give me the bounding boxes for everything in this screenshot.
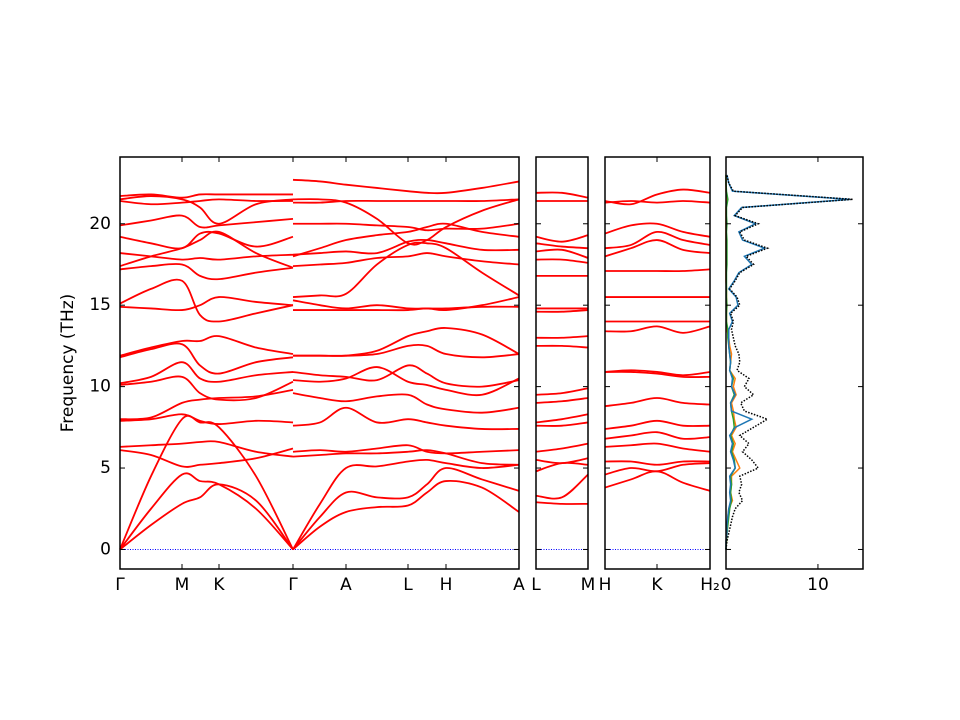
band: [604, 200, 711, 204]
panel-frame: [535, 156, 589, 570]
band: [119, 467, 520, 551]
band: [604, 370, 711, 378]
panel-frame: [119, 156, 520, 570]
band: [535, 387, 589, 396]
band: [535, 344, 589, 349]
dos-curve: [725, 174, 741, 550]
band: [119, 342, 520, 375]
band: [119, 414, 520, 550]
band: [119, 406, 520, 431]
band: [535, 473, 589, 500]
dos-curve: [725, 174, 853, 550]
band: [535, 335, 589, 339]
band: [604, 369, 711, 377]
x-tick-label: L: [531, 575, 541, 595]
band: [604, 268, 711, 273]
band: [604, 239, 711, 258]
band: [535, 258, 589, 264]
band: [604, 397, 711, 408]
band: [535, 421, 589, 427]
x-tick-label: K: [651, 575, 663, 595]
band: [119, 278, 520, 323]
x-tick-label: Γ: [288, 575, 298, 595]
dos-curve: [725, 174, 851, 550]
band: [119, 327, 520, 357]
x-tick-label: 0: [721, 575, 732, 595]
band: [604, 470, 711, 492]
x-tick-label: Γ: [115, 575, 125, 595]
band: [535, 461, 589, 473]
band: [604, 188, 711, 206]
band: [119, 241, 520, 298]
band: [535, 501, 589, 505]
band: [604, 222, 711, 238]
band: [119, 198, 520, 206]
x-tick-label: A: [340, 575, 352, 595]
band: [119, 479, 520, 551]
band: [535, 234, 589, 243]
band: [535, 457, 589, 465]
band: [604, 462, 711, 476]
band: [119, 238, 520, 261]
band: [604, 419, 711, 430]
y-tick-label: 5: [100, 458, 111, 478]
y-axis-label: Frequency (THz): [58, 294, 78, 433]
band: [119, 366, 520, 402]
band: [119, 440, 520, 458]
y-tick-label: 0: [100, 539, 111, 559]
band: [535, 442, 589, 453]
x-tick-label: M: [581, 575, 596, 595]
panel-frame: [725, 156, 864, 570]
band: [535, 191, 589, 199]
band: [535, 397, 589, 404]
band: [119, 178, 520, 199]
band: [604, 442, 711, 453]
y-tick-label: 20: [89, 214, 111, 234]
band: [119, 388, 520, 421]
band: [604, 460, 711, 466]
panel-frame: [604, 156, 711, 570]
x-tick-label: H: [599, 575, 612, 595]
band: [604, 325, 711, 334]
band: [119, 230, 520, 269]
band: [119, 214, 520, 232]
x-tick-label: M: [175, 575, 190, 595]
band: [119, 361, 520, 388]
x-tick-label: 10: [807, 575, 829, 595]
x-tick-label: K: [213, 575, 225, 595]
band: [535, 242, 589, 250]
band: [119, 447, 520, 468]
x-tick-label: A: [513, 575, 525, 595]
x-tick-label: H₂: [700, 575, 720, 595]
y-tick-label: 15: [89, 295, 111, 315]
band: [535, 309, 589, 313]
x-tick-label: L: [403, 575, 413, 595]
band: [535, 413, 589, 424]
band: [604, 431, 711, 440]
band: [119, 195, 520, 246]
band: [535, 248, 589, 259]
x-tick-label: H: [440, 575, 453, 595]
y-tick-label: 10: [89, 377, 111, 397]
band: [604, 231, 711, 250]
